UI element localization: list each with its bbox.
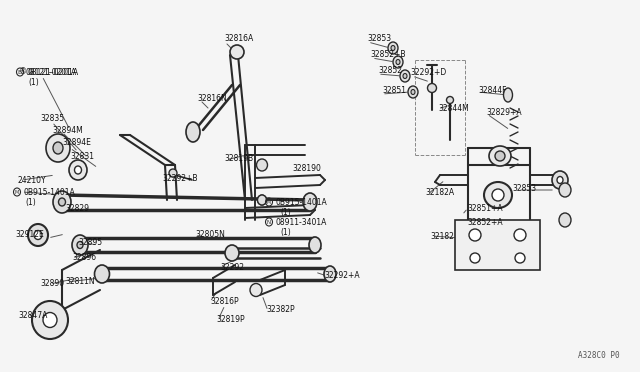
Ellipse shape	[515, 253, 525, 263]
Text: 32851+A: 32851+A	[467, 203, 502, 212]
Text: 32182A: 32182A	[425, 187, 454, 196]
Text: 32819P: 32819P	[216, 315, 244, 324]
Ellipse shape	[225, 245, 239, 261]
Text: 32852+A: 32852+A	[467, 218, 502, 227]
Ellipse shape	[169, 169, 177, 177]
Ellipse shape	[403, 74, 407, 78]
Ellipse shape	[393, 56, 403, 68]
Text: 32292: 32292	[220, 263, 244, 272]
Text: 32852: 32852	[378, 65, 402, 74]
Text: (1): (1)	[280, 228, 291, 237]
Ellipse shape	[484, 182, 512, 208]
Text: B: B	[18, 70, 22, 74]
Ellipse shape	[447, 96, 454, 103]
Text: 32805N: 32805N	[195, 230, 225, 238]
Text: 32912E: 32912E	[15, 230, 44, 238]
Ellipse shape	[411, 90, 415, 94]
Text: 24210Y: 24210Y	[18, 176, 47, 185]
Ellipse shape	[495, 151, 505, 161]
Ellipse shape	[34, 231, 42, 240]
Ellipse shape	[257, 195, 266, 205]
Ellipse shape	[72, 235, 88, 255]
Text: N: N	[267, 219, 271, 224]
Ellipse shape	[43, 312, 57, 327]
Ellipse shape	[46, 134, 70, 162]
Text: 32816N: 32816N	[197, 93, 227, 103]
Ellipse shape	[186, 122, 200, 142]
Text: M: M	[15, 189, 19, 195]
Text: M: M	[267, 199, 271, 205]
Ellipse shape	[428, 83, 436, 93]
Ellipse shape	[396, 60, 400, 64]
Text: 32829+A: 32829+A	[486, 108, 522, 116]
Ellipse shape	[230, 45, 244, 59]
Text: 32847A: 32847A	[18, 311, 47, 320]
Text: A328C0 P0: A328C0 P0	[579, 351, 620, 360]
Ellipse shape	[559, 213, 571, 227]
Ellipse shape	[557, 176, 563, 183]
Text: 0B915-1401A: 0B915-1401A	[275, 198, 327, 206]
Ellipse shape	[53, 191, 71, 213]
Ellipse shape	[469, 229, 481, 241]
Text: 32896: 32896	[72, 253, 96, 263]
Ellipse shape	[77, 241, 83, 248]
Ellipse shape	[492, 189, 504, 201]
Text: 32811N: 32811N	[65, 278, 95, 286]
Ellipse shape	[58, 198, 65, 206]
Ellipse shape	[309, 237, 321, 253]
Ellipse shape	[408, 86, 418, 98]
Text: (1): (1)	[25, 198, 36, 206]
Ellipse shape	[53, 142, 63, 154]
Text: (1): (1)	[280, 208, 291, 217]
Ellipse shape	[388, 42, 398, 54]
Ellipse shape	[303, 193, 317, 211]
Ellipse shape	[28, 224, 48, 246]
Ellipse shape	[514, 229, 526, 241]
Text: 32844F: 32844F	[478, 86, 506, 94]
Text: 08121-0201A: 08121-0201A	[27, 67, 78, 77]
Text: 328190: 328190	[292, 164, 321, 173]
Ellipse shape	[95, 265, 109, 283]
Text: 32853: 32853	[367, 33, 391, 42]
Ellipse shape	[74, 166, 81, 174]
Ellipse shape	[552, 171, 568, 189]
Text: 32819B: 32819B	[224, 154, 253, 163]
Text: 32831: 32831	[70, 151, 94, 160]
Text: 32829: 32829	[65, 203, 89, 212]
Ellipse shape	[470, 253, 480, 263]
Ellipse shape	[257, 195, 266, 205]
Text: 32895: 32895	[78, 237, 102, 247]
Text: 32292+D: 32292+D	[410, 67, 446, 77]
Text: 32182: 32182	[430, 231, 454, 241]
Ellipse shape	[559, 183, 571, 197]
Text: 32894M: 32894M	[52, 125, 83, 135]
Ellipse shape	[32, 301, 68, 339]
Ellipse shape	[489, 146, 511, 166]
Text: 32292+A: 32292+A	[324, 270, 360, 279]
Ellipse shape	[324, 266, 336, 282]
Text: 32292+B: 32292+B	[162, 173, 198, 183]
Text: 32852+B: 32852+B	[370, 49, 406, 58]
Text: 32890: 32890	[40, 279, 64, 289]
Text: 32835: 32835	[40, 113, 64, 122]
Ellipse shape	[69, 160, 87, 180]
Text: 32816P: 32816P	[210, 298, 239, 307]
Text: 08121-0201A: 08121-0201A	[25, 67, 76, 77]
Text: 32851: 32851	[382, 86, 406, 94]
Ellipse shape	[257, 159, 268, 171]
Text: ®: ®	[19, 67, 28, 77]
Text: (1): (1)	[28, 77, 39, 87]
Text: 08911-3401A: 08911-3401A	[275, 218, 326, 227]
Ellipse shape	[504, 88, 513, 102]
Text: 32894E: 32894E	[62, 138, 91, 147]
Text: 0B915-1401A: 0B915-1401A	[23, 187, 75, 196]
Text: 32844M: 32844M	[438, 103, 468, 112]
Text: 32816A: 32816A	[224, 33, 253, 42]
Ellipse shape	[400, 70, 410, 82]
Text: 32382P: 32382P	[266, 305, 294, 314]
Text: 32853: 32853	[512, 183, 536, 192]
Ellipse shape	[391, 45, 395, 51]
Ellipse shape	[250, 283, 262, 296]
Bar	[455, 220, 540, 270]
